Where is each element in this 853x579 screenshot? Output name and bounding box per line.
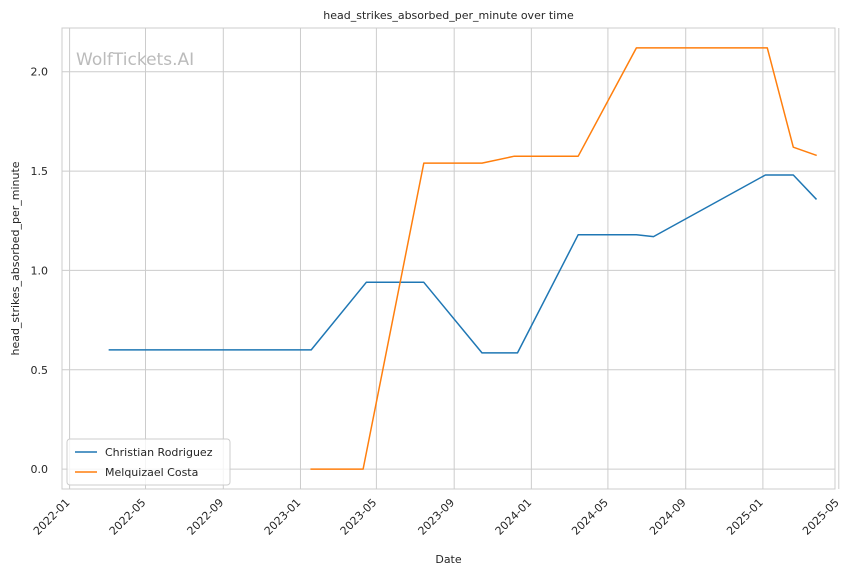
series-line-1 xyxy=(310,47,817,470)
y-tick-label: 1.5 xyxy=(31,165,49,178)
legend-box xyxy=(66,438,231,486)
series-lines xyxy=(108,47,818,470)
y-tick-labels: 0.0 0.5 1.0 1.5 2.0 xyxy=(31,66,49,476)
grid-lines xyxy=(62,28,840,489)
y-tick-label: 1.0 xyxy=(31,264,49,277)
legend-label-1: Melquizael Costa xyxy=(105,466,198,479)
y-tick-label: 0.0 xyxy=(31,463,49,476)
y-tick-label: 0.5 xyxy=(31,364,49,377)
legend: Christian Rodriguez Melquizael Costa xyxy=(66,438,231,486)
x-axis-label: Date xyxy=(435,553,462,566)
legend-label-0: Christian Rodriguez xyxy=(105,446,213,459)
series-line-0 xyxy=(108,174,818,354)
y-axis-label: head_strikes_absorbed_per_minute xyxy=(9,161,22,355)
plot-frame xyxy=(61,27,836,490)
watermark: WolfTickets.AI xyxy=(76,50,194,70)
y-tick-label: 2.0 xyxy=(31,66,49,79)
chart-title: head_strikes_absorbed_per_minute over ti… xyxy=(323,9,574,22)
